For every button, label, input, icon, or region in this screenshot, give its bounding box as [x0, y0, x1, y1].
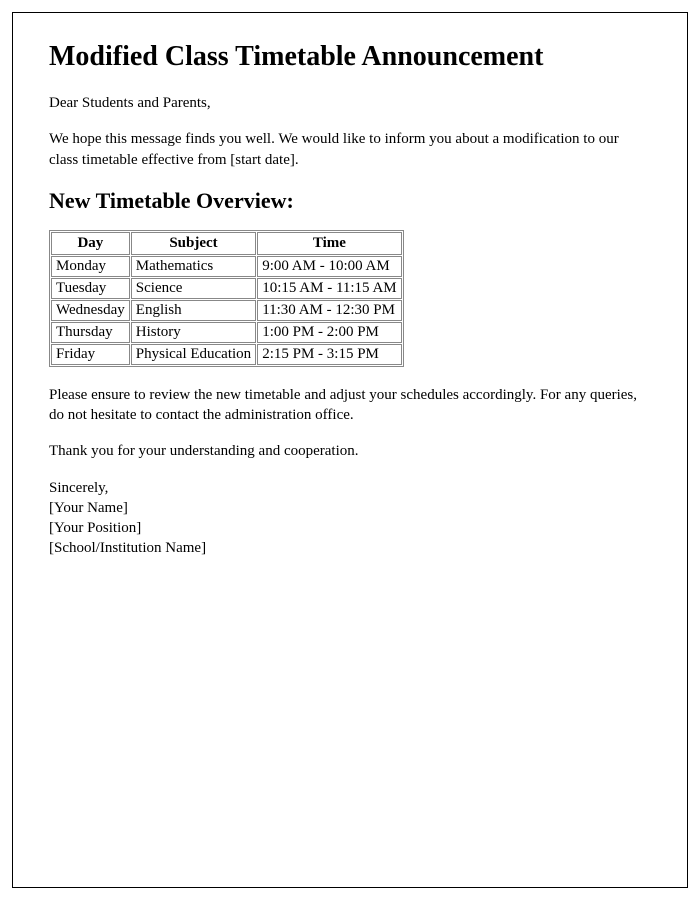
table-row: Thursday History 1:00 PM - 2:00 PM	[51, 322, 402, 343]
table-row: Wednesday English 11:30 AM - 12:30 PM	[51, 300, 402, 321]
cell-subject: Mathematics	[131, 256, 256, 277]
cell-subject: Science	[131, 278, 256, 299]
page-title: Modified Class Timetable Announcement	[49, 41, 651, 73]
cell-subject: Physical Education	[131, 344, 256, 365]
signature-line: Sincerely,	[49, 478, 651, 498]
cell-time: 10:15 AM - 11:15 AM	[257, 278, 401, 299]
cell-time: 2:15 PM - 3:15 PM	[257, 344, 401, 365]
cell-day: Friday	[51, 344, 130, 365]
greeting-text: Dear Students and Parents,	[49, 93, 651, 113]
document-page: Modified Class Timetable Announcement De…	[12, 12, 688, 888]
column-header-subject: Subject	[131, 232, 256, 255]
timetable: Day Subject Time Monday Mathematics 9:00…	[49, 230, 404, 367]
cell-day: Tuesday	[51, 278, 130, 299]
cell-subject: History	[131, 322, 256, 343]
cell-time: 9:00 AM - 10:00 AM	[257, 256, 401, 277]
closing-text-1: Please ensure to review the new timetabl…	[49, 385, 651, 426]
closing-text-2: Thank you for your understanding and coo…	[49, 441, 651, 461]
signature-line: [Your Name]	[49, 498, 651, 518]
cell-time: 11:30 AM - 12:30 PM	[257, 300, 401, 321]
cell-day: Monday	[51, 256, 130, 277]
cell-day: Wednesday	[51, 300, 130, 321]
cell-subject: English	[131, 300, 256, 321]
intro-text: We hope this message finds you well. We …	[49, 129, 651, 170]
signature-block: Sincerely, [Your Name] [Your Position] […	[49, 478, 651, 559]
cell-day: Thursday	[51, 322, 130, 343]
signature-line: [School/Institution Name]	[49, 538, 651, 558]
signature-line: [Your Position]	[49, 518, 651, 538]
table-row: Monday Mathematics 9:00 AM - 10:00 AM	[51, 256, 402, 277]
subheading: New Timetable Overview:	[49, 188, 651, 214]
column-header-day: Day	[51, 232, 130, 255]
column-header-time: Time	[257, 232, 401, 255]
cell-time: 1:00 PM - 2:00 PM	[257, 322, 401, 343]
table-row: Friday Physical Education 2:15 PM - 3:15…	[51, 344, 402, 365]
table-header-row: Day Subject Time	[51, 232, 402, 255]
table-row: Tuesday Science 10:15 AM - 11:15 AM	[51, 278, 402, 299]
